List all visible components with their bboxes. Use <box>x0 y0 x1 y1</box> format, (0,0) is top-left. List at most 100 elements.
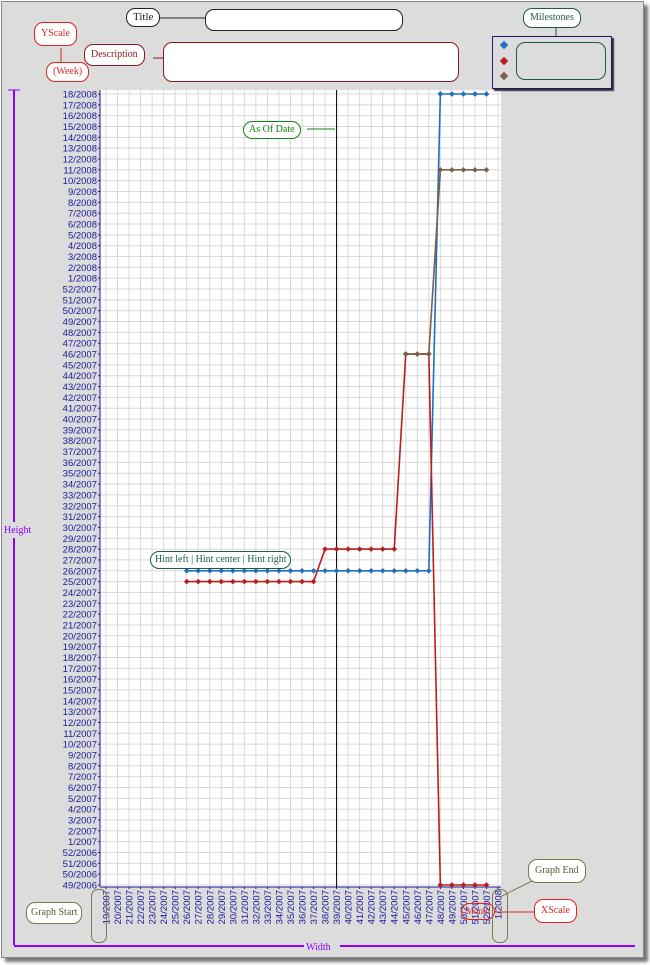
y-tick-label: 52/2006 <box>63 848 97 859</box>
data-point-brown <box>449 167 455 173</box>
data-point-red <box>449 882 455 888</box>
x-tick-label: 45/2007 <box>401 890 412 924</box>
hint-callout[interactable]: Hint left | Hint center | Hint right <box>150 551 292 569</box>
x-tick-label: 42/2007 <box>367 890 378 924</box>
data-point-brown <box>472 167 478 173</box>
x-tick-label: 47/2007 <box>424 890 435 924</box>
x-tick-label: 20/2007 <box>113 890 124 924</box>
title-field[interactable] <box>205 9 403 31</box>
y-tick-label: 31/2007 <box>63 512 97 523</box>
data-point-brown <box>437 167 444 173</box>
y-tick-label: 32/2007 <box>63 501 97 512</box>
x-tick-label: 32/2007 <box>251 890 262 924</box>
data-point-brown <box>460 167 467 173</box>
data-point-red <box>379 546 386 552</box>
x-tick-label: 31/2007 <box>240 890 251 924</box>
milestones-legend <box>492 36 612 89</box>
data-point-blue <box>356 567 363 574</box>
y-tick-label: 2/2007 <box>68 826 97 837</box>
milestones-field[interactable] <box>516 42 606 80</box>
data-point-blue <box>206 567 213 574</box>
y-tick-label: 10/2008 <box>63 176 97 187</box>
y-tick-label: 5/2008 <box>68 230 97 241</box>
data-point-red <box>368 546 375 552</box>
plot-background <box>100 90 501 887</box>
x-tick-label: 25/2007 <box>171 890 182 924</box>
y-tick-label: 9/2007 <box>68 750 97 761</box>
description-field[interactable] <box>163 42 459 82</box>
y-tick-label: 16/2008 <box>63 111 97 122</box>
x-tick-label: 40/2007 <box>344 890 355 924</box>
x-tick-label: 1/2008 <box>494 890 505 919</box>
x-unit-callout[interactable]: Month <box>461 903 496 920</box>
y-tick-label: 8/2008 <box>68 198 97 209</box>
y-tick-label: 30/2007 <box>63 523 97 534</box>
xscale-callout[interactable]: XScale <box>534 899 577 923</box>
data-point-brown <box>483 167 490 173</box>
y-tick-label: 28/2007 <box>63 545 97 556</box>
x-tick-label: 51/2007 <box>470 890 481 924</box>
y-unit-callout[interactable]: (Week) <box>46 62 90 82</box>
data-point-red <box>460 882 467 888</box>
y-tick-label: 24/2007 <box>63 588 97 599</box>
y-tick-label: 20/2007 <box>63 631 97 642</box>
data-point-blue <box>391 567 398 574</box>
y-tick-label: 42/2007 <box>63 393 97 404</box>
data-point-brown <box>402 351 409 357</box>
y-tick-label: 50/2006 <box>63 870 97 881</box>
y-tick-label: 14/2008 <box>63 133 97 144</box>
data-point-red <box>195 578 202 585</box>
data-point-blue <box>183 567 190 574</box>
x-axis-labels: 19/2007 20/2007 21/2007 22/2007 23/2007 24/20… <box>102 887 505 924</box>
y-tick-label: 1/2008 <box>68 274 97 285</box>
data-point-red <box>356 546 363 552</box>
y-tick-label: 17/2007 <box>63 664 97 675</box>
yscale-callout[interactable]: YScale <box>34 22 77 46</box>
data-point-blue <box>449 91 455 97</box>
data-point-red <box>345 546 351 552</box>
data-point-red <box>322 546 328 552</box>
y-tick-label: 13/2008 <box>63 144 97 155</box>
data-point-blue <box>472 91 478 97</box>
y-tick-label: 12/2007 <box>63 718 97 729</box>
y-tick-label: 49/2007 <box>63 317 97 328</box>
legend-markers <box>499 40 509 81</box>
x-tick-label: 23/2007 <box>148 890 159 924</box>
series-group <box>183 91 490 888</box>
y-tick-label: 16/2007 <box>63 675 97 686</box>
x-tick-label: 38/2007 <box>321 890 332 924</box>
x-tick-label: 39/2007 <box>332 890 343 924</box>
y-tick-label: 27/2007 <box>63 555 97 566</box>
graph-end-callout[interactable]: Graph End <box>528 859 586 883</box>
x-tick-label: 41/2007 <box>355 890 366 924</box>
data-point-blue <box>322 567 328 574</box>
data-point-red <box>333 546 340 552</box>
data-point-blue <box>310 567 317 574</box>
y-tick-label: 7/2007 <box>68 772 97 783</box>
data-point-red <box>229 578 236 585</box>
data-point-blue <box>345 567 351 574</box>
y-tick-label: 35/2007 <box>63 469 97 480</box>
data-point-blue <box>287 567 294 574</box>
data-point-red <box>299 578 305 585</box>
x-tick-label: 43/2007 <box>378 890 389 924</box>
legend-marker-blue <box>499 40 509 50</box>
y-tick-label: 5/2007 <box>68 794 97 805</box>
title-callout[interactable]: Title <box>126 8 161 27</box>
y-tick-label: 18/2008 <box>63 90 97 101</box>
data-point-red <box>391 546 398 552</box>
y-tick-label: 25/2007 <box>63 577 97 588</box>
data-point-blue <box>333 567 340 574</box>
description-callout[interactable]: Description <box>84 44 145 66</box>
y-tick-label: 36/2007 <box>63 458 97 469</box>
y-tick-label: 2/2008 <box>68 263 97 274</box>
as-of-date-callout[interactable]: As Of Date <box>243 121 301 139</box>
data-point-blue <box>276 567 282 574</box>
y-tick-label: 39/2007 <box>63 425 97 436</box>
milestones-callout[interactable]: Milestones <box>523 8 581 28</box>
graph-start-callout[interactable]: Graph Start <box>26 902 83 924</box>
data-point-blue <box>425 567 432 574</box>
x-tick-label: 21/2007 <box>125 890 136 924</box>
y-tick-label: 47/2007 <box>63 339 97 350</box>
